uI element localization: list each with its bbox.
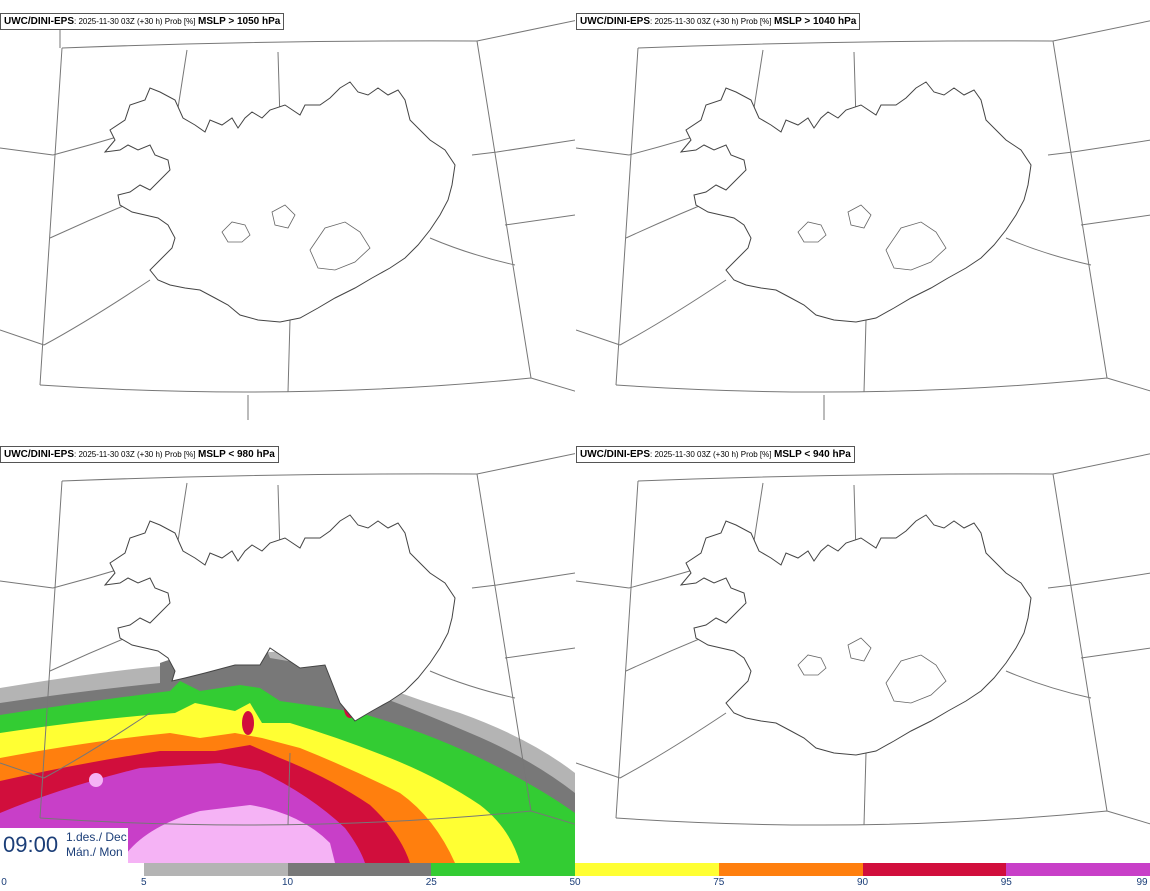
model-name: UWC/DINI-EPS [4, 449, 74, 460]
field-name: MSLP > 1050 hPa [198, 16, 281, 27]
colorbar-segment [431, 863, 575, 876]
colorbar-tick-label: 25 [425, 877, 437, 888]
colorbar-segment [143, 863, 288, 876]
run-info: 2025-11-30 03Z (+30 h) Prob [%] [654, 17, 772, 26]
field-name: MSLP < 980 hPa [198, 449, 275, 460]
run-info: 2025-11-30 03Z (+30 h) Prob [%] [654, 450, 772, 459]
model-name: UWC/DINI-EPS [580, 449, 650, 460]
field-name: MSLP < 940 hPa [774, 449, 851, 460]
map-panel-4: UWC/DINI-EPS: 2025-11-30 03Z (+30 h) Pro… [576, 433, 1150, 863]
valid-date-line1: 1.des./ Dec [66, 830, 127, 844]
valid-date: 1.des./ Dec Mán./ Mon [66, 830, 127, 860]
colorbar-tick-label: 90 [856, 877, 869, 888]
colorbar-tick-label: 0 [1, 877, 7, 888]
colorbar-segment [0, 863, 144, 876]
valid-time: 09:00 [3, 832, 59, 857]
model-name: UWC/DINI-EPS [4, 16, 74, 27]
field-name: MSLP > 1040 hPa [774, 16, 857, 27]
map-canvas [576, 20, 1150, 420]
colorbar-tick-label: 10 [281, 877, 294, 888]
run-info: 2025-11-30 03Z (+30 h) Prob [%] [78, 450, 196, 459]
panel-title: UWC/DINI-EPS: 2025-11-30 03Z (+30 h) Pro… [0, 13, 285, 30]
colorbar-tick-label: 50 [569, 877, 581, 888]
valid-date-line2: Mán./ Mon [66, 845, 123, 859]
colorbar-tick-label: 5 [140, 877, 147, 888]
colorbar-segment [862, 863, 1007, 876]
colorbar-tick-label: 99 [1136, 877, 1148, 888]
map-canvas [576, 453, 1150, 826]
valid-time-box: 09:00 1.des./ Dec Mán./ Mon [0, 828, 128, 864]
map-panel-3: UWC/DINI-EPS: 2025-11-30 03Z (+30 h) Pro… [0, 433, 575, 863]
colorbar-segment [1006, 863, 1150, 876]
panel-title: UWC/DINI-EPS: 2025-11-30 03Z (+30 h) Pro… [576, 13, 861, 30]
run-info: 2025-11-30 03Z (+30 h) Prob [%] [78, 17, 196, 26]
map-canvas [0, 453, 575, 863]
colorbar-segment [575, 863, 719, 876]
map-panel-2: UWC/DINI-EPS: 2025-11-30 03Z (+30 h) Pro… [576, 0, 1150, 430]
colorbar-segment [287, 863, 432, 876]
colorbar-tick-label: 95 [1000, 877, 1012, 888]
colorbar-segment [718, 863, 863, 876]
map-panel-1: UWC/DINI-EPS: 2025-11-30 03Z (+30 h) Pro… [0, 0, 575, 430]
map-canvas [0, 20, 575, 420]
model-name: UWC/DINI-EPS [580, 16, 650, 27]
panel-title: UWC/DINI-EPS: 2025-11-30 03Z (+30 h) Pro… [0, 446, 279, 463]
colorbar-tick-label: 75 [713, 877, 725, 888]
panel-title: UWC/DINI-EPS: 2025-11-30 03Z (+30 h) Pro… [576, 446, 855, 463]
